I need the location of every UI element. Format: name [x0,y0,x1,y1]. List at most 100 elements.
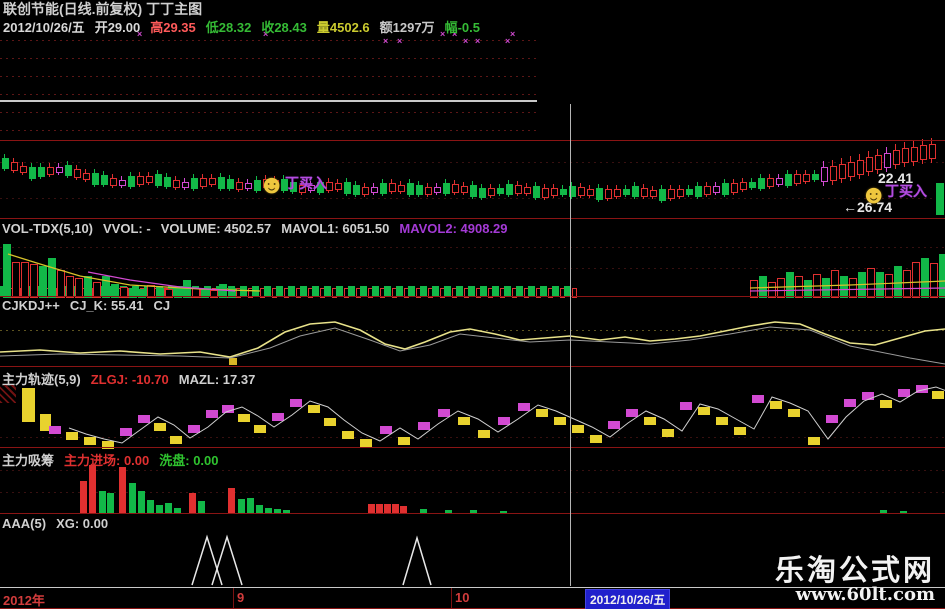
chart-element [876,272,884,298]
chart-element [528,286,535,296]
chart-element [389,182,396,192]
field: 洗盘: 0.00 [159,453,219,468]
panel-separator [0,447,945,448]
chart-element [930,263,938,298]
chart-element [21,262,29,298]
chart-element [734,427,746,435]
chart-element [767,178,774,188]
chart-element [40,414,51,431]
chart-element [461,186,468,194]
field: 主力吸筹 [2,453,55,468]
smiley-buy-icon: ☻ [860,179,888,209]
field: XG: 0.00 [56,516,109,531]
panel-separator [0,140,945,141]
field: 额1297万 [379,20,435,35]
chart-element [189,493,196,513]
watermark-site-name: 乐淘公式网 [774,553,935,587]
chart-element [396,286,403,296]
chart-element [392,504,399,513]
chart-element [276,286,283,296]
chart-element [536,409,548,417]
chart-element [47,166,54,175]
chart-element [515,185,522,195]
chart-element [608,421,620,429]
chart-element [407,183,414,196]
xichou-indicator-row: 主力吸筹 主力进场: 0.00 洗盘: 0.00 [2,450,229,469]
chart-element [659,188,666,201]
field: 开29.00 [94,20,141,35]
chart-element [776,178,783,186]
chart-element [704,186,711,196]
chart-element [898,389,910,397]
chart-element [420,286,427,296]
buy-signal-label: 丁买入 [885,183,927,199]
chart-element [256,505,263,513]
field: 幅-0.5 [444,20,480,35]
chart-element [866,157,873,173]
chart-element [12,262,20,298]
axis-tick [451,588,452,608]
chart-element [200,177,207,187]
chart-element [794,174,801,185]
chart-element [99,491,106,513]
chart-element [524,187,531,195]
chart-element [857,159,864,175]
chart-element [74,169,81,179]
chart-element [252,286,259,296]
stock-title: 联创节能(日线.前复权) 丁丁主图 [3,1,203,17]
chart-element [283,510,290,513]
chart-element [479,187,486,198]
chart-element [785,174,792,187]
chart-element [900,511,907,513]
chart-element [677,189,684,198]
chart-element [438,409,450,417]
chart-element [336,286,343,296]
chart-element [445,510,452,513]
chart-element [497,187,504,194]
chart-element [101,175,108,186]
chart-element [884,152,891,168]
panel-separator [0,296,945,297]
chart-element [372,286,379,296]
chart-element [564,286,571,296]
chart-element [840,276,848,298]
chart-element [929,143,936,159]
chart-element [247,498,254,513]
chart-element [808,437,820,445]
field: 量4502.6 [316,20,370,35]
field: VVOL: - [103,221,151,236]
chart-element [572,425,584,433]
chart-element [716,417,728,425]
chart-element [758,178,765,190]
chart-element [839,163,846,179]
chart-element [590,435,602,443]
chart-element [894,266,902,298]
chart-element [83,173,90,181]
panel-separator [0,366,945,367]
chart-element [849,278,857,298]
chart-element [84,276,92,298]
chart-element [921,258,929,298]
chart-element [578,187,585,197]
zlgj-left-hatch [0,385,16,403]
current-date-badge: 2012/10/26/五 [585,589,671,609]
chart-element [222,405,234,413]
chart-element [362,186,369,195]
chart-element [174,508,181,513]
x-marker: × [463,36,469,46]
field: 高29.35 [150,20,196,35]
field: CJ [153,298,171,313]
chart-element [89,465,96,513]
ohlc-info-row: 2012/10/26/五 开29.00 高29.35 低28.32 收28.43 量450… [3,17,490,36]
chart-element [542,187,549,198]
chart-element [137,176,144,186]
chart-element [272,179,279,187]
chart-element [380,182,387,194]
chart-element [641,187,648,197]
chart-element [254,179,261,191]
chart-element [206,410,218,418]
chart-element [209,177,216,185]
chart-element [518,403,530,411]
field: VOL-TDX(5,10) [2,221,94,236]
chart-element [848,161,855,177]
